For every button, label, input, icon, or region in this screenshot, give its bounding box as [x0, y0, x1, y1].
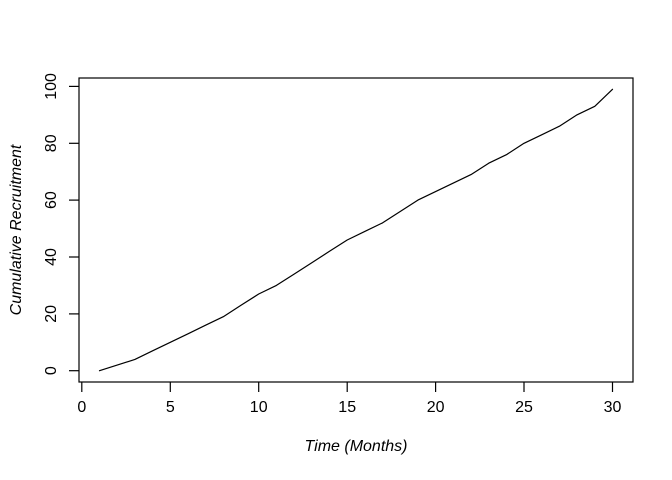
y-axis: 0 20 40 60 80 100	[43, 73, 79, 375]
y-axis-tick-label: 0	[43, 366, 60, 375]
x-axis-tick-label: 10	[250, 399, 268, 416]
y-axis-tick-label: 20	[43, 305, 60, 323]
y-axis-title: Cumulative Recruitment	[8, 144, 25, 315]
y-axis-tick-label: 60	[43, 191, 60, 209]
y-axis-tick-label: 80	[43, 134, 60, 152]
x-axis-tick-label: 30	[604, 399, 622, 416]
y-axis-tick-label: 100	[43, 73, 60, 100]
x-axis-title: Time (Months)	[305, 438, 408, 455]
x-axis: 0 5 10 15 20 25 30	[77, 382, 622, 416]
x-axis-tick-label: 0	[77, 399, 86, 416]
recruitment-line	[98, 88, 614, 372]
y-axis-tick-label: 40	[43, 248, 60, 266]
plot-frame	[78, 77, 634, 383]
x-axis-tick-label: 25	[515, 399, 533, 416]
x-axis-tick-label: 15	[338, 399, 356, 416]
x-axis-tick-label: 20	[427, 399, 445, 416]
x-axis-tick-label: 5	[166, 399, 175, 416]
